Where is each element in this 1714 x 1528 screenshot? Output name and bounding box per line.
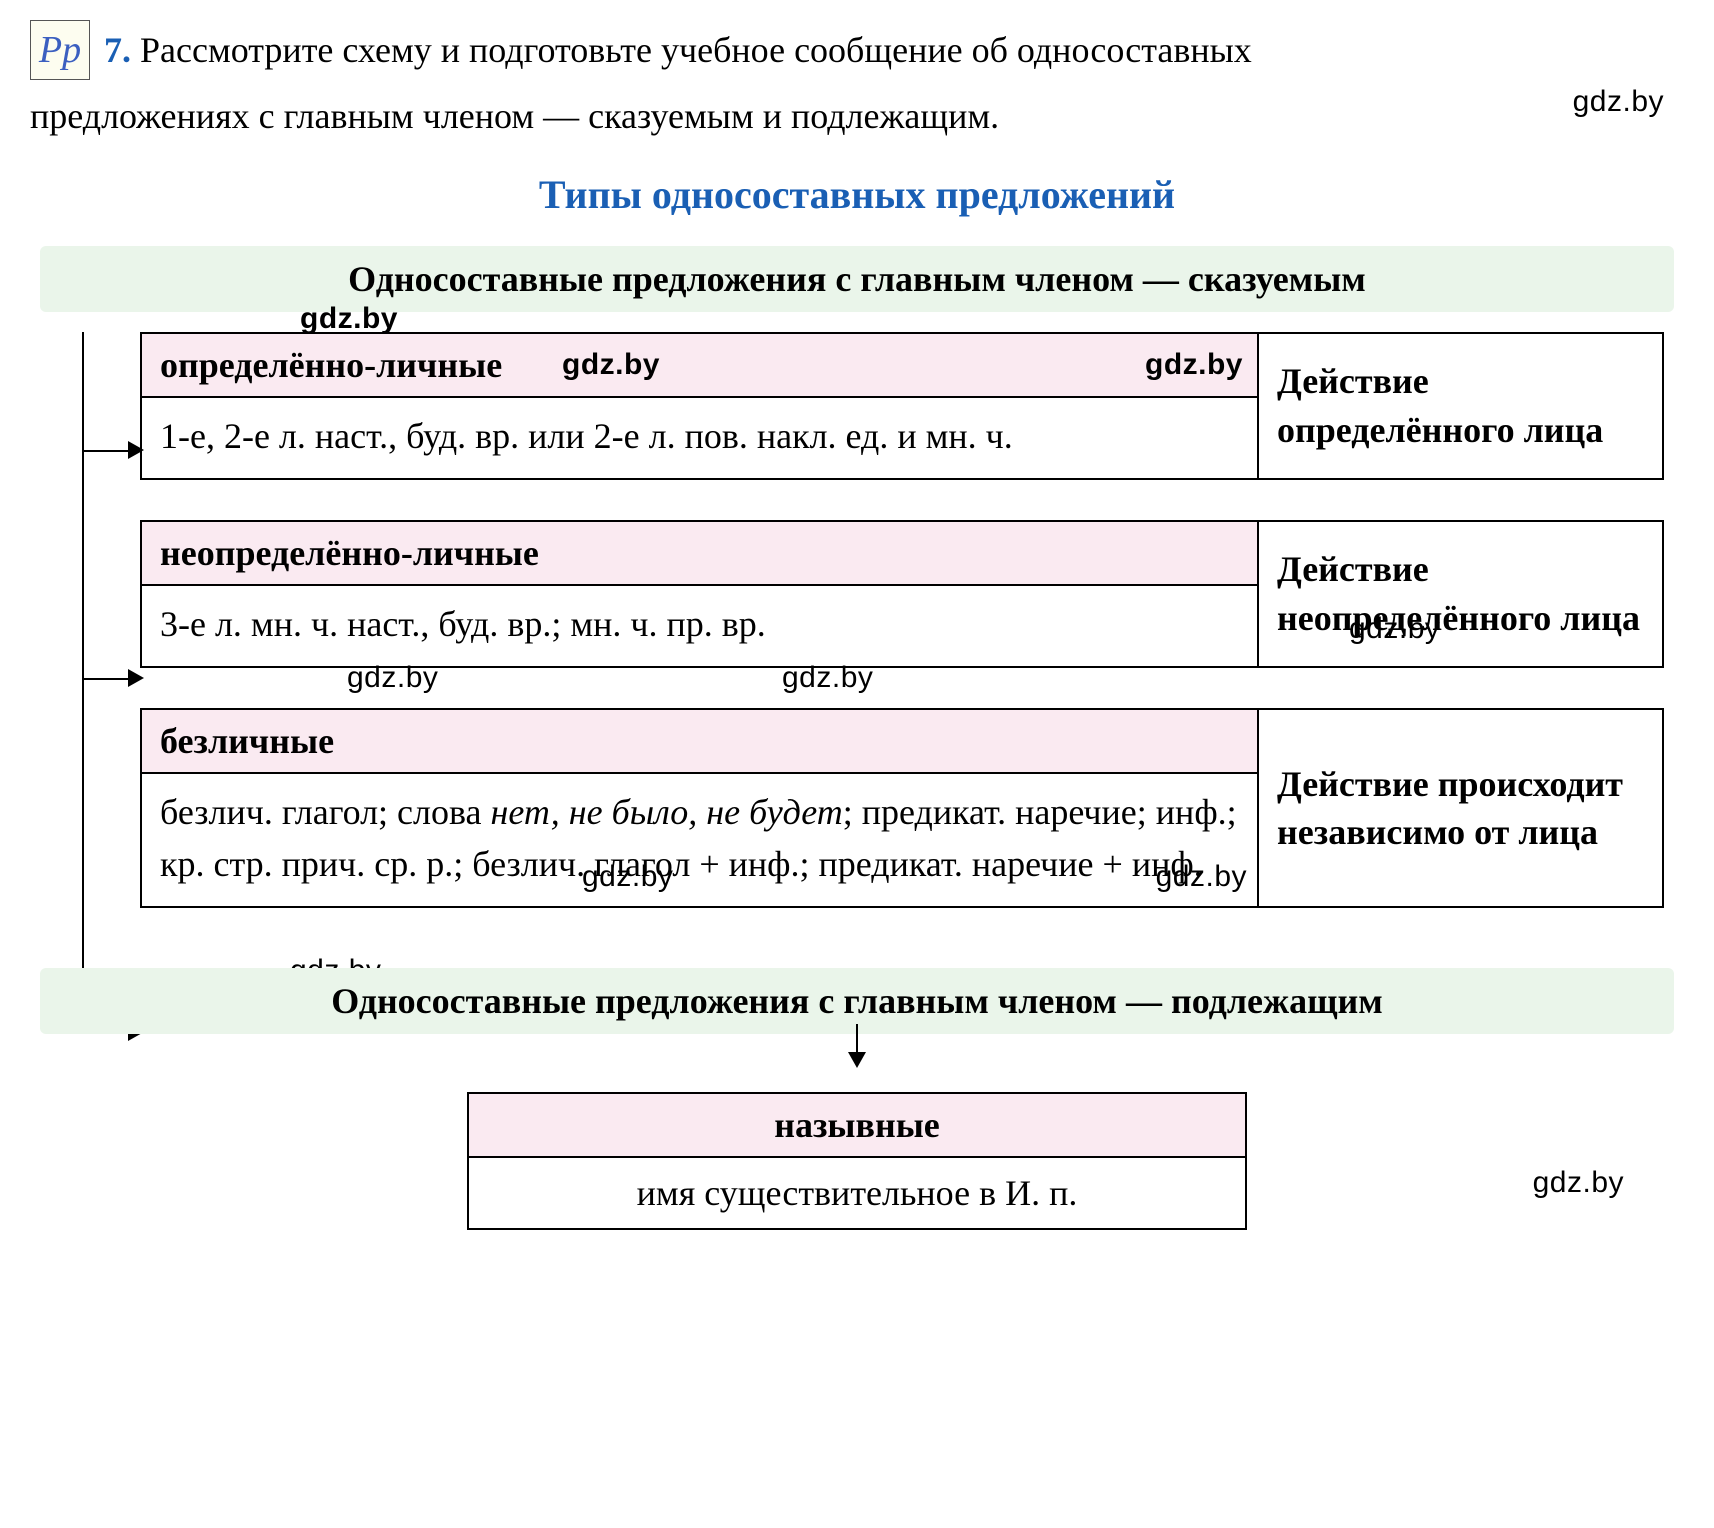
- type-left-3: безличные безлич. глагол; слова нет, не …: [140, 708, 1259, 908]
- naz-box: назывные имя существительное в И. п.: [467, 1092, 1247, 1230]
- type-action-2-text: Действие неопределённого лица: [1277, 545, 1644, 642]
- watermark: gdz.by: [347, 656, 438, 700]
- watermark: gdz.by: [1145, 348, 1243, 382]
- naz-title: назывные: [469, 1094, 1245, 1158]
- type-action-3: Действие происходит независимо от лица: [1259, 708, 1664, 908]
- naz-body: имя существительное в И. п.: [469, 1158, 1245, 1228]
- watermark: gdz.by: [1156, 855, 1247, 899]
- task-line2: предложениях с главным членом — сказуемы…: [30, 96, 999, 136]
- watermark: gdz.by: [1533, 1166, 1624, 1200]
- type-row-3: безличные безлич. глагол; слова нет, не …: [140, 708, 1664, 908]
- task-text-block: 7. Рассмотрите схему и подготовьте учебн…: [104, 20, 1684, 75]
- watermark: gdz.by: [1349, 609, 1440, 650]
- type-title-3: безличные: [142, 710, 1257, 774]
- watermark: gdz.by: [300, 302, 398, 336]
- section2: gdz.by Односоставные предложения с главн…: [30, 968, 1684, 1230]
- section1-header: Односоставные предложения с главным член…: [40, 246, 1674, 312]
- spine-line: [82, 332, 84, 1034]
- type-left-1: определённо-личные gdz.by gdz.by 1-е, 2-…: [140, 332, 1259, 480]
- pp-icon: Pp: [30, 20, 90, 80]
- type-body-3: безлич. глагол; слова нет, не было, не б…: [142, 774, 1257, 906]
- type-body-2: 3-е л. мн. ч. наст., буд. вр.; мн. ч. пр…: [142, 586, 1257, 666]
- watermark: gdz.by: [1573, 82, 1664, 123]
- main-title: Типы односоставных предложений: [30, 171, 1684, 218]
- task-line1: Рассмотрите схему и подготовьте учебное …: [140, 30, 1252, 70]
- type-action-2: Действие неопределённого лица gdz.by: [1259, 520, 1664, 668]
- type-body-3a: безлич. глагол; слова: [160, 792, 491, 832]
- watermark: gdz.by: [582, 855, 673, 899]
- type-left-2: неопределённо-личные 3-е л. мн. ч. наст.…: [140, 520, 1259, 668]
- type-title-1: определённо-личные gdz.by gdz.by: [142, 334, 1257, 398]
- pp-icon-text: Pp: [39, 28, 81, 72]
- task-row: Pp 7. Рассмотрите схему и подготовьте уч…: [30, 20, 1684, 80]
- branch-1: [82, 450, 132, 452]
- type-title-2: неопределённо-личные: [142, 522, 1257, 586]
- diagram-predicate: определённо-личные gdz.by gdz.by 1-е, 2-…: [30, 332, 1684, 909]
- type-row-2: неопределённо-личные 3-е л. мн. ч. наст.…: [140, 520, 1664, 668]
- type-row-1: определённо-личные gdz.by gdz.by 1-е, 2-…: [140, 332, 1664, 480]
- type-body-2-text: 3-е л. мн. ч. наст., буд. вр.; мн. ч. пр…: [160, 604, 766, 644]
- type-body-1: 1-е, 2-е л. наст., буд. вр. или 2-е л. п…: [142, 398, 1257, 478]
- type-action-1: Действие определённого лица: [1259, 332, 1664, 480]
- watermark: gdz.by: [562, 348, 660, 382]
- type-name-1: определённо-личные: [160, 345, 502, 385]
- section1-header-text: Односоставные предложения с главным член…: [348, 259, 1366, 299]
- type-body-3-ital: нет, не было, не будет: [491, 792, 843, 832]
- task-line2-wrap: предложениях с главным членом — сказуемы…: [30, 86, 1684, 141]
- page: Pp 7. Рассмотрите схему и подготовьте уч…: [30, 20, 1684, 1230]
- task-number: 7.: [104, 30, 131, 70]
- arrow-down: [856, 1024, 858, 1066]
- watermark: gdz.by: [782, 656, 873, 700]
- arrowhead-2: [128, 669, 144, 687]
- branch-2: [82, 678, 132, 680]
